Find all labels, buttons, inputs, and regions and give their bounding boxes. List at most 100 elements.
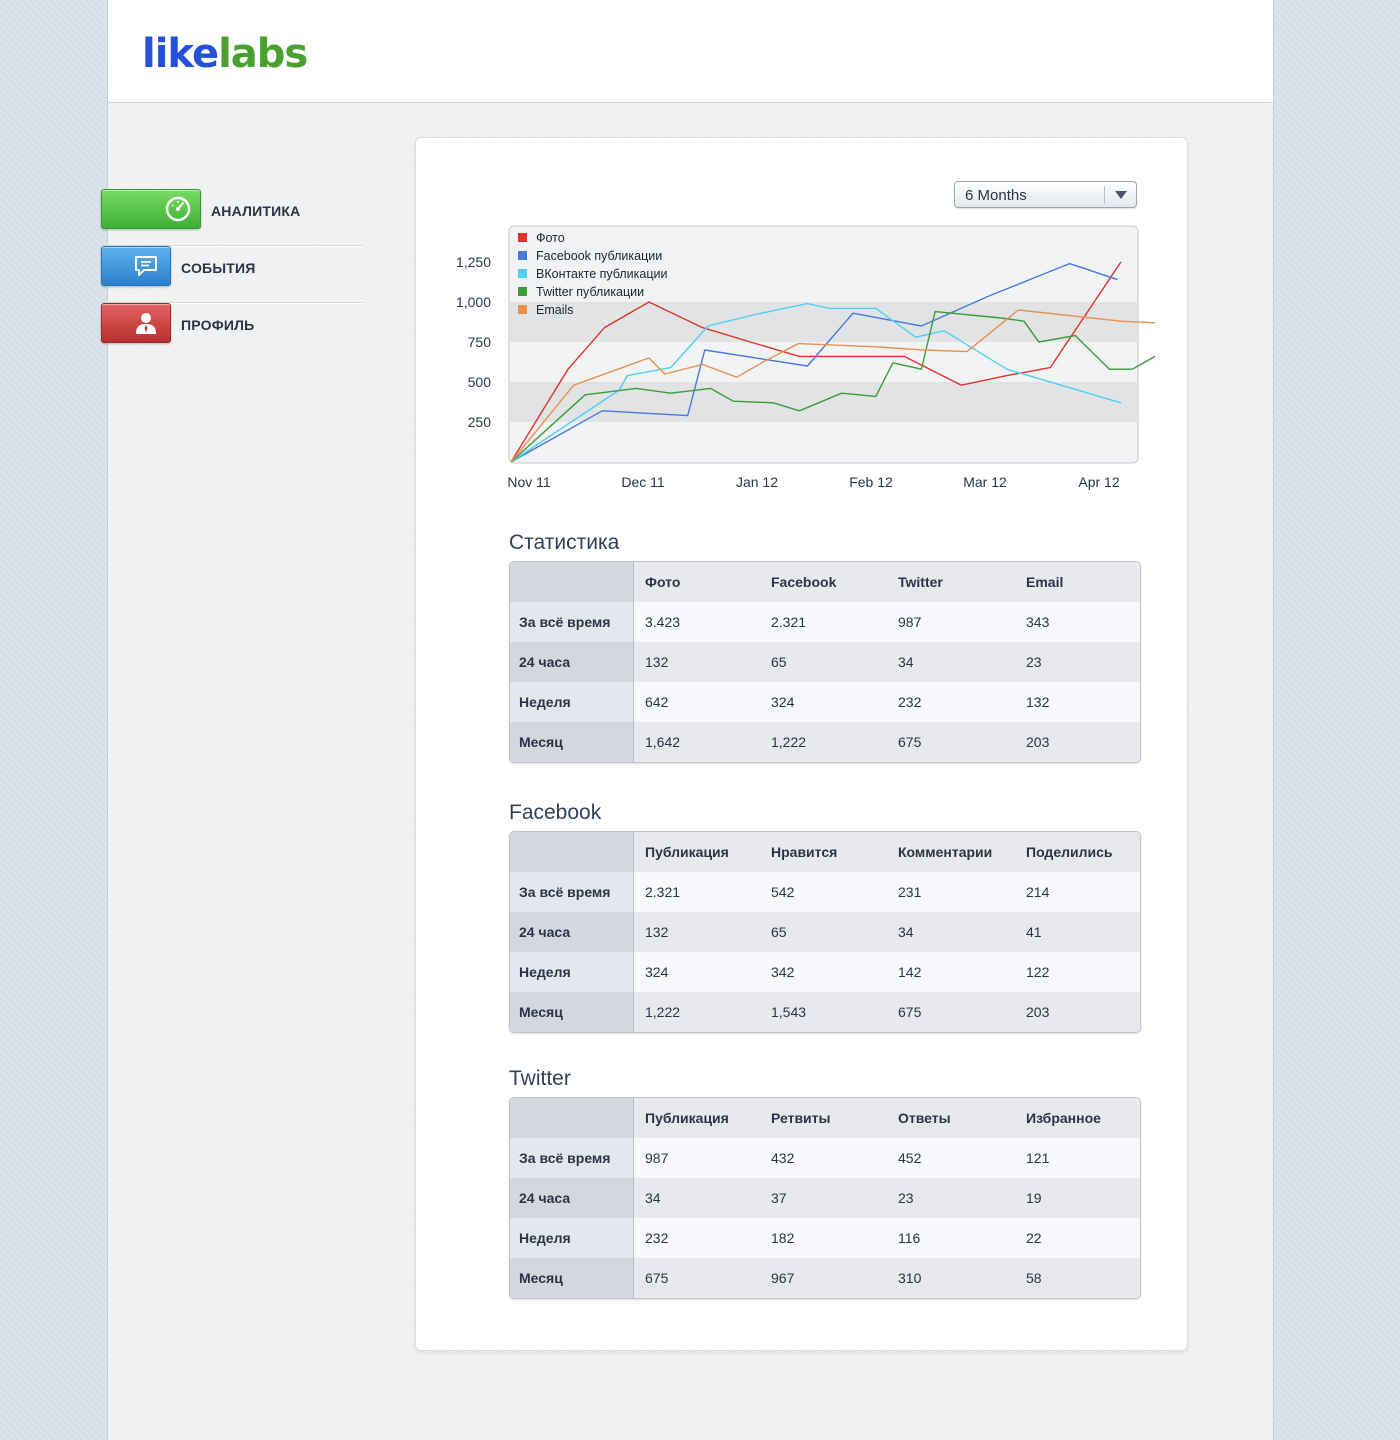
table-cell: 1,543 — [771, 1004, 807, 1020]
table-cell: 65 — [771, 924, 787, 940]
table-cell: 1,222 — [771, 734, 807, 750]
table-cell: 132 — [645, 654, 669, 670]
legend-swatch — [518, 305, 527, 314]
table-cell: 122 — [1026, 964, 1050, 980]
row-label: Месяц — [510, 992, 634, 1032]
table-cell: 542 — [771, 884, 795, 900]
series-line — [510, 302, 1122, 463]
series-line — [510, 261, 1122, 463]
table-cell: 142 — [898, 964, 922, 980]
row-label: Неделя — [510, 1218, 634, 1258]
speedometer-icon — [165, 196, 191, 222]
grid-band — [510, 382, 1137, 422]
analytics-card: 6 Months 250 500 750 1,000 1,250 Nov 11 Dec 11… — [415, 137, 1188, 1351]
stats-title: Статистика — [509, 531, 620, 554]
x-tick-label: Dec 11 — [621, 474, 665, 490]
x-tick-label: Nov 11 — [507, 474, 551, 490]
table-row: За всё время 3.423 2.321 987 343 — [510, 602, 1140, 642]
table-cell: 642 — [645, 694, 669, 710]
chart-svg: 250 500 750 1,000 1,250 Nov 11 Dec 11 Jan 12 Feb… — [456, 225, 1156, 490]
corner-cell — [510, 562, 634, 602]
row-label: 24 часа — [510, 1178, 634, 1218]
x-tick-label: Mar 12 — [963, 474, 1007, 490]
table-cell: 203 — [1026, 734, 1050, 750]
table-row: Неделя 324 342 142 122 — [510, 952, 1140, 992]
grid-band — [510, 302, 1137, 342]
twitter-table: Публикация Ретвиты Ответы Избранное За в… — [509, 1097, 1141, 1299]
table-row: Месяц 1,222 1,543 675 203 — [510, 992, 1140, 1032]
sidebar-nav: АНАЛИТИКА СОБЫТИЯ ПРОФИЛЬ — [101, 189, 363, 360]
column-header[interactable]: Комментарии — [898, 844, 993, 860]
legend-swatch — [518, 269, 527, 278]
legend-label: Фото — [536, 231, 565, 245]
table-cell: 34 — [645, 1190, 661, 1206]
table-cell: 324 — [771, 694, 795, 710]
row-label: За всё время — [510, 1138, 634, 1178]
column-header[interactable]: Публикация — [645, 844, 729, 860]
column-header[interactable]: Фото — [645, 574, 681, 590]
column-header[interactable]: Ответы — [898, 1110, 951, 1126]
table-cell: 116 — [898, 1230, 921, 1246]
column-header[interactable]: Публикация — [645, 1110, 729, 1126]
sidebar-item-profile[interactable]: ПРОФИЛЬ — [101, 303, 363, 360]
table-cell: 987 — [898, 614, 922, 630]
table-cell: 58 — [1026, 1270, 1042, 1286]
message-icon — [135, 256, 157, 276]
period-select-value: 6 Months — [965, 187, 1027, 204]
stats-table: Фото Facebook Twitter Email За всё время… — [509, 561, 1141, 763]
series-line — [510, 262, 1118, 463]
table-row: За всё время 987 432 452 121 — [510, 1138, 1140, 1178]
table-cell: 232 — [645, 1230, 669, 1246]
line-chart: 250 500 750 1,000 1,250 Nov 11 Dec 11 Jan 12 Feb… — [446, 223, 1166, 498]
row-label: За всё время — [510, 602, 634, 642]
table-cell: 23 — [1026, 654, 1042, 670]
analytics-button[interactable] — [101, 189, 201, 229]
sidebar-item-label: АНАЛИТИКА — [211, 203, 301, 219]
events-button[interactable] — [101, 246, 171, 286]
table-cell: 41 — [1026, 924, 1042, 940]
period-select[interactable]: 6 Months — [954, 181, 1137, 208]
table-cell: 121 — [1026, 1150, 1050, 1166]
legend-label: ВКонтакте публикации — [536, 267, 667, 281]
y-tick-label: 750 — [468, 334, 492, 350]
table-cell: 34 — [898, 924, 914, 940]
row-label: Неделя — [510, 682, 634, 722]
x-tick-label: Apr 12 — [1078, 474, 1119, 490]
table-cell: 967 — [771, 1270, 795, 1286]
table-cell: 132 — [645, 924, 669, 940]
column-header[interactable]: Поделились — [1026, 844, 1113, 860]
table-row: За всё время 2.321 542 231 214 — [510, 872, 1140, 912]
facebook-table: Публикация Нравится Комментарии Поделили… — [509, 831, 1141, 1033]
table-cell: 675 — [898, 734, 922, 750]
table-row: Неделя 642 324 232 132 — [510, 682, 1140, 722]
chevron-down-icon[interactable] — [1115, 191, 1127, 199]
column-header[interactable]: Email — [1026, 574, 1064, 590]
sidebar-item-label: ПРОФИЛЬ — [181, 317, 255, 333]
legend-label: Emails — [536, 303, 574, 317]
sidebar-item-label: СОБЫТИЯ — [181, 260, 256, 276]
x-tick-label: Feb 12 — [849, 474, 893, 490]
user-icon — [136, 313, 156, 334]
table-cell: 452 — [898, 1150, 922, 1166]
sidebar-item-events[interactable]: СОБЫТИЯ — [101, 246, 363, 303]
legend-swatch — [518, 287, 527, 296]
sidebar-item-analytics[interactable]: АНАЛИТИКА — [101, 189, 363, 246]
column-header[interactable]: Ретвиты — [771, 1110, 831, 1126]
table-row: Неделя 232 182 116 22 — [510, 1218, 1140, 1258]
column-header[interactable]: Facebook — [771, 574, 837, 590]
table-cell: 675 — [898, 1004, 922, 1020]
table-cell: 37 — [771, 1190, 787, 1206]
column-header[interactable]: Избранное — [1026, 1110, 1101, 1126]
series-line — [510, 310, 1156, 463]
table-cell: 324 — [645, 964, 669, 980]
table-row: Месяц 675 967 310 58 — [510, 1258, 1140, 1298]
table-header-row: Публикация Нравится Комментарии Поделили… — [510, 832, 1140, 872]
table-cell: 2.321 — [645, 884, 681, 900]
column-header[interactable]: Twitter — [898, 574, 943, 590]
y-tick-label: 1,250 — [456, 254, 491, 270]
y-tick-label: 250 — [468, 414, 492, 430]
likelabs-logo[interactable]: likelabs — [142, 31, 308, 77]
profile-button[interactable] — [101, 303, 171, 343]
table-row: Месяц 1,642 1,222 675 203 — [510, 722, 1140, 762]
column-header[interactable]: Нравится — [771, 844, 838, 860]
